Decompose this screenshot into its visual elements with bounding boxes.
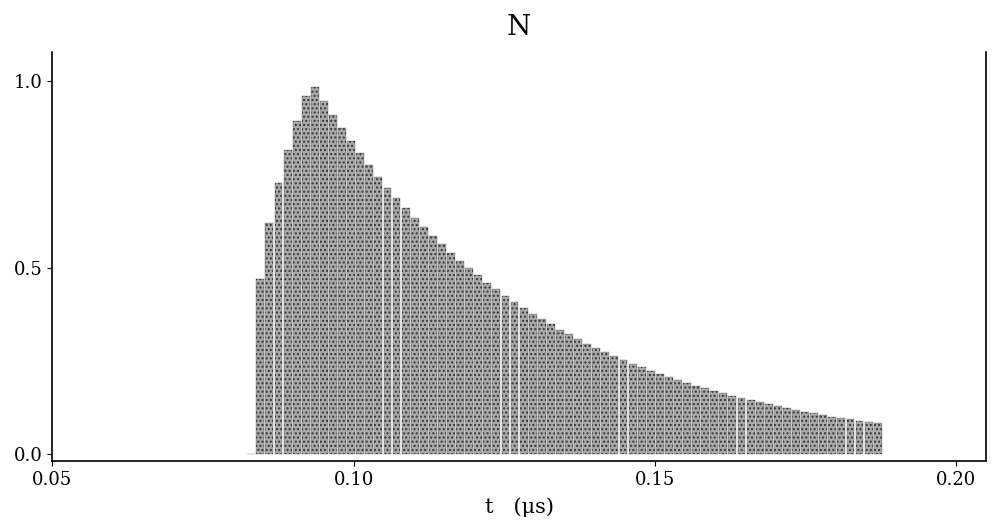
Bar bbox=[574, 339, 582, 454]
Bar bbox=[311, 87, 319, 454]
Bar bbox=[620, 360, 627, 454]
Bar bbox=[302, 96, 310, 454]
Bar bbox=[592, 348, 600, 454]
Bar bbox=[810, 414, 818, 454]
Bar bbox=[365, 165, 373, 454]
Bar bbox=[556, 330, 564, 454]
Bar bbox=[329, 115, 337, 454]
Bar bbox=[547, 324, 555, 454]
Bar bbox=[565, 335, 573, 454]
Bar bbox=[774, 406, 782, 454]
Bar bbox=[374, 177, 382, 454]
Bar bbox=[256, 279, 264, 454]
Bar bbox=[728, 396, 736, 454]
Bar bbox=[638, 367, 646, 454]
Bar bbox=[293, 121, 301, 454]
Bar bbox=[629, 364, 637, 454]
Bar bbox=[275, 183, 282, 454]
Bar bbox=[647, 371, 655, 454]
Bar bbox=[747, 400, 755, 454]
Bar bbox=[583, 344, 591, 454]
Bar bbox=[483, 282, 491, 454]
Bar bbox=[837, 418, 845, 454]
Bar bbox=[701, 389, 709, 454]
Bar bbox=[338, 129, 346, 454]
Bar bbox=[265, 224, 273, 454]
Bar bbox=[438, 244, 446, 454]
Bar bbox=[756, 402, 764, 454]
Bar bbox=[384, 187, 391, 454]
Bar bbox=[411, 218, 419, 454]
Bar bbox=[447, 253, 455, 454]
Bar bbox=[511, 302, 518, 454]
Bar bbox=[874, 423, 882, 454]
Bar bbox=[538, 319, 546, 454]
Bar bbox=[474, 276, 482, 454]
Bar bbox=[356, 153, 364, 454]
Bar bbox=[765, 405, 773, 454]
Bar bbox=[456, 261, 464, 454]
Bar bbox=[856, 421, 863, 454]
Bar bbox=[710, 391, 718, 454]
Bar bbox=[420, 227, 428, 454]
Bar bbox=[674, 380, 682, 454]
Bar bbox=[465, 268, 473, 454]
Bar bbox=[819, 415, 827, 454]
Bar bbox=[502, 296, 509, 454]
Bar bbox=[429, 236, 437, 454]
Bar bbox=[393, 198, 400, 454]
Bar bbox=[402, 208, 410, 454]
Bar bbox=[865, 422, 873, 454]
Bar bbox=[783, 408, 791, 454]
Bar bbox=[719, 393, 727, 454]
Bar bbox=[692, 386, 700, 454]
Bar bbox=[610, 356, 618, 454]
Bar bbox=[738, 398, 745, 454]
Bar bbox=[520, 308, 528, 454]
Bar bbox=[847, 419, 854, 454]
Bar bbox=[665, 377, 673, 454]
Bar bbox=[656, 374, 664, 454]
Bar bbox=[683, 383, 691, 454]
Bar bbox=[801, 412, 809, 454]
Bar bbox=[320, 101, 328, 454]
Bar bbox=[601, 352, 609, 454]
Title: N: N bbox=[507, 14, 531, 41]
Bar bbox=[347, 141, 355, 454]
Bar bbox=[828, 416, 836, 454]
X-axis label: t   (μs): t (μs) bbox=[485, 498, 554, 517]
Bar bbox=[792, 410, 800, 454]
Bar bbox=[529, 314, 537, 454]
Bar bbox=[284, 150, 292, 454]
Bar bbox=[492, 289, 500, 454]
